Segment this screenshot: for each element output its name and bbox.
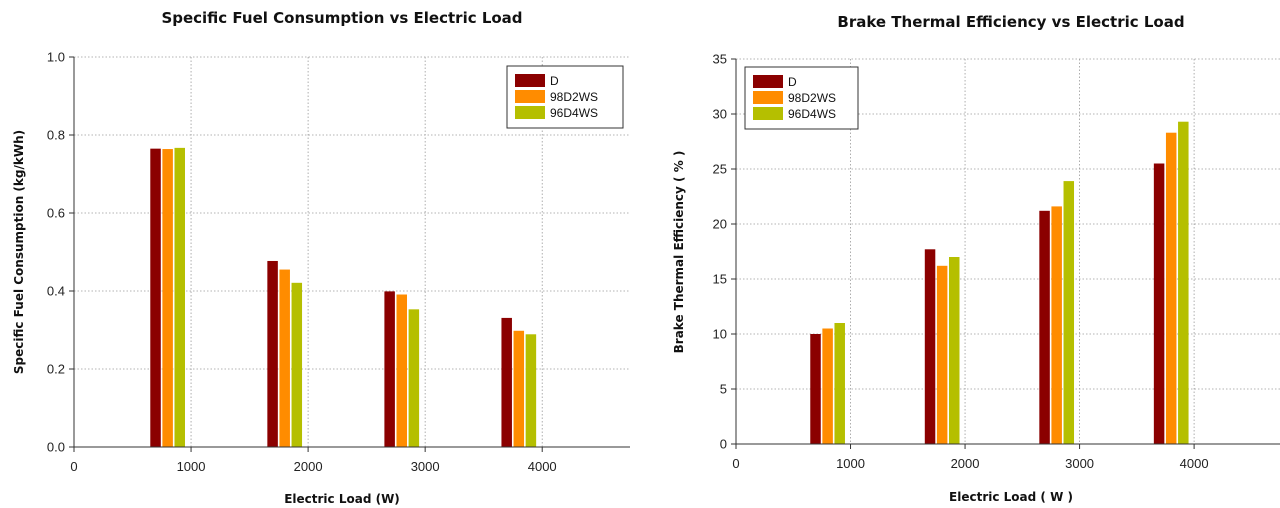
sfc-bar-D xyxy=(267,260,278,447)
sfc-legend-swatch-D xyxy=(515,74,545,87)
bte-chart-title: Brake Thermal Efficiency vs Electric Loa… xyxy=(837,13,1184,31)
bte-y-axis-label: Brake Thermal Efficiency ( % ) xyxy=(672,151,686,354)
sfc-bar-98D2WS xyxy=(513,330,525,447)
sfc-bar-98D2WS xyxy=(279,269,290,447)
sfc-chart-title: Specific Fuel Consumption vs Electric Lo… xyxy=(161,9,522,27)
sfc-bar-96D4WS xyxy=(174,147,185,447)
bte-legend-swatch-D xyxy=(753,75,783,88)
sfc-legend-label-98D2WS: 98D2WS xyxy=(550,90,598,104)
bte-bar-96D4WS xyxy=(834,323,845,444)
sfc-y-tick-label: 0.4 xyxy=(47,284,65,299)
bte-x-axis-label: Electric Load ( W ) xyxy=(949,490,1073,504)
bte-bar-98D2WS xyxy=(1165,132,1177,444)
sfc-y-tick-label: 0.8 xyxy=(47,128,65,143)
sfc-legend-label-D: D xyxy=(550,74,559,88)
bte-legend: D 98D2WS 96D4WS xyxy=(744,66,859,130)
sfc-y-tick-label: 1.0 xyxy=(47,50,65,65)
bte-x-tick-label: 2000 xyxy=(951,456,980,471)
sfc-bar-96D4WS xyxy=(408,309,420,447)
bte-bar-D xyxy=(1153,163,1165,444)
bte-legend-label-D: D xyxy=(788,75,797,89)
bte-chart-svg: 0 5 10 15 20 25 30 35 0 1000 2000 3000 4000 Brake The… xyxy=(672,13,1280,504)
sfc-y-tick-label: 0.0 xyxy=(47,440,65,455)
bte-bar-98D2WS xyxy=(936,265,948,444)
bte-bar-D xyxy=(924,249,936,444)
sfc-chart-svg: 0.0 0.2 0.4 0.6 0.8 1.0 0 1000 2000 3000 4000 Speci… xyxy=(12,9,630,506)
sfc-x-tick-label: 4000 xyxy=(528,459,557,474)
sfc-x-tick-label: 0 xyxy=(70,459,77,474)
bte-legend-label-96D4WS: 96D4WS xyxy=(788,107,836,121)
bte-y-tick-label: 10 xyxy=(713,327,727,342)
bte-bar-D xyxy=(810,334,821,444)
sfc-legend-swatch-98D2WS xyxy=(515,90,545,103)
bte-legend-swatch-96D4WS xyxy=(753,107,783,120)
bte-x-tick-label: 3000 xyxy=(1065,456,1094,471)
sfc-legend-swatch-96D4WS xyxy=(515,106,545,119)
bte-legend-swatch-98D2WS xyxy=(753,91,783,104)
sfc-chart: 0.0 0.2 0.4 0.6 0.8 1.0 0 1000 2000 3000 4000 Speci… xyxy=(12,9,630,506)
sfc-bar-D xyxy=(384,291,395,447)
bte-bar-D xyxy=(1039,210,1050,444)
bte-y-tick-label: 30 xyxy=(713,107,727,122)
bte-y-tick-label: 5 xyxy=(720,382,727,397)
bte-bar-96D4WS xyxy=(1178,121,1189,444)
sfc-y-axis-label: Specific Fuel Consumption (kg/kWh) xyxy=(12,130,26,374)
sfc-legend-label-96D4WS: 96D4WS xyxy=(550,106,598,120)
sfc-legend: D 98D2WS 96D4WS xyxy=(506,65,624,129)
sfc-bar-96D4WS xyxy=(291,282,303,447)
sfc-x-axis-label: Electric Load (W) xyxy=(284,492,400,506)
bte-x-tick-label: 1000 xyxy=(836,456,865,471)
sfc-x-tick-label: 2000 xyxy=(294,459,323,474)
bte-x-tick-label: 0 xyxy=(732,456,739,471)
bte-x-tick-label: 4000 xyxy=(1180,456,1209,471)
sfc-bar-98D2WS xyxy=(162,149,173,448)
sfc-bar-96D4WS xyxy=(525,334,537,447)
sfc-bar-D xyxy=(501,317,512,447)
bte-bar-98D2WS xyxy=(1051,206,1062,444)
bte-y-tick-label: 25 xyxy=(713,162,727,177)
bte-y-tick-label: 35 xyxy=(713,52,727,67)
sfc-bar-98D2WS xyxy=(396,294,407,447)
sfc-bar-D xyxy=(150,148,161,447)
sfc-x-tick-label: 1000 xyxy=(177,459,206,474)
bte-y-tick-label: 15 xyxy=(713,272,727,287)
bte-bar-96D4WS xyxy=(1063,181,1075,444)
bte-bar-98D2WS xyxy=(822,328,833,444)
sfc-y-tick-label: 0.6 xyxy=(47,206,65,221)
bte-chart: 0 5 10 15 20 25 30 35 0 1000 2000 3000 4000 Brake The… xyxy=(640,0,1280,508)
bte-legend-label-98D2WS: 98D2WS xyxy=(788,91,836,105)
bte-y-tick-label: 20 xyxy=(713,217,727,232)
sfc-x-tick-label: 3000 xyxy=(411,459,440,474)
sfc-y-tick-label: 0.2 xyxy=(47,362,65,377)
bte-y-tick-label: 0 xyxy=(720,437,727,452)
bte-bar-96D4WS xyxy=(948,257,960,444)
